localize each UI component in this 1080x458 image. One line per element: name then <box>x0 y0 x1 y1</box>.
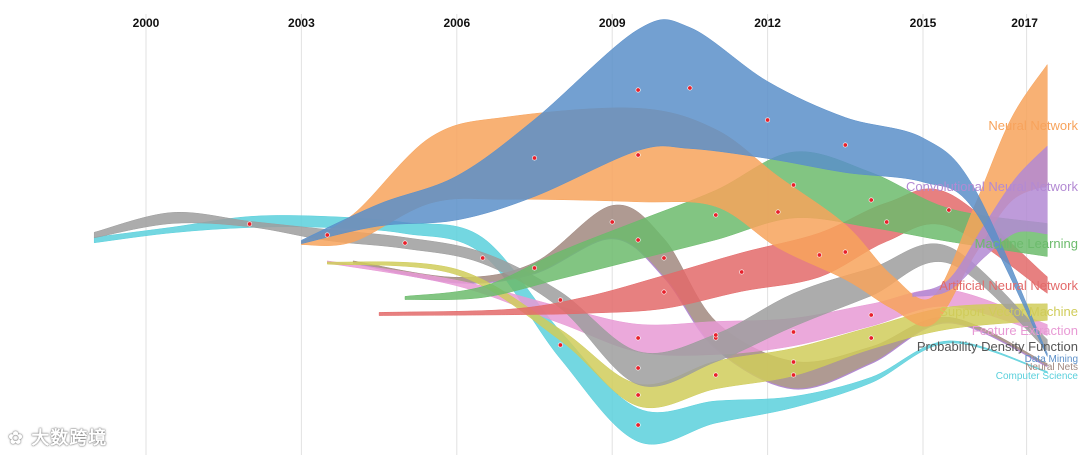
event-marker-computer-science[interactable] <box>635 422 641 428</box>
series-label-neural-network: Neural Network <box>988 118 1078 133</box>
series-label-probability-density-function: Probability Density Function <box>917 339 1078 354</box>
event-marker-support-vector-machine[interactable] <box>635 392 641 398</box>
event-marker-neural-network[interactable] <box>635 152 641 158</box>
series-label-convolutional-neural-network: Convolutional Neural Network <box>906 179 1078 194</box>
event-marker-probability-density-function[interactable] <box>635 365 641 371</box>
event-marker-probability-density-function[interactable] <box>402 240 408 246</box>
event-marker-probability-density-function[interactable] <box>324 232 330 238</box>
event-marker-probability-density-function[interactable] <box>247 221 253 227</box>
event-marker-support-vector-machine[interactable] <box>868 335 874 341</box>
event-marker-machine-learning[interactable] <box>790 182 796 188</box>
stream-computer-science[interactable] <box>93 215 1048 445</box>
stream-convolutional-neural-network[interactable] <box>912 145 1048 297</box>
event-marker-feature-extraction[interactable] <box>790 329 796 335</box>
event-marker-neural-nets[interactable] <box>531 265 537 271</box>
event-marker-feature-extraction[interactable] <box>868 312 874 318</box>
event-marker-artificial-neural-network[interactable] <box>884 219 890 225</box>
event-marker-neural-network[interactable] <box>842 249 848 255</box>
event-marker-data-mining[interactable] <box>635 87 641 93</box>
stream-support-vector-machine[interactable] <box>327 261 1048 409</box>
event-marker-artificial-neural-network[interactable] <box>739 269 745 275</box>
event-marker-probability-density-function[interactable] <box>557 297 563 303</box>
event-marker-neural-nets[interactable] <box>790 372 796 378</box>
event-marker-neural-nets[interactable] <box>609 219 615 225</box>
series-label-data-mining: Data Mining <box>1025 354 1078 365</box>
event-marker-machine-learning[interactable] <box>868 197 874 203</box>
watermark-logo-icon: ✿ <box>8 428 25 449</box>
event-marker-data-mining[interactable] <box>531 155 537 161</box>
series-label-support-vector-machine: Support Vector Machine <box>939 304 1078 319</box>
event-marker-support-vector-machine[interactable] <box>790 359 796 365</box>
event-marker-machine-learning[interactable] <box>713 212 719 218</box>
x-tick-label-2006: 2006 <box>443 16 470 30</box>
x-tick-label-2012: 2012 <box>754 16 781 30</box>
x-tick-label-2000: 2000 <box>133 16 160 30</box>
event-marker-neural-network[interactable] <box>775 209 781 215</box>
event-marker-artificial-neural-network[interactable] <box>946 207 952 213</box>
stream-probability-density-function[interactable] <box>93 211 1048 387</box>
x-tick-label-2017: 2017 <box>1011 16 1038 30</box>
series-label-artificial-neural-network: Artificial Neural Network <box>939 278 1078 293</box>
event-marker-computer-science[interactable] <box>557 342 563 348</box>
event-marker-artificial-neural-network[interactable] <box>661 289 667 295</box>
event-marker-support-vector-machine[interactable] <box>713 372 719 378</box>
x-tick-label-2015: 2015 <box>910 16 937 30</box>
event-marker-feature-extraction[interactable] <box>635 335 641 341</box>
series-label-computer-science: Computer Science <box>996 371 1079 382</box>
watermark-text: 大数跨境 <box>31 428 108 449</box>
watermark: ✿ 大数跨境 <box>8 424 107 450</box>
event-marker-data-mining[interactable] <box>842 142 848 148</box>
series-label-machine-learning: Machine Learning <box>975 236 1078 251</box>
stream-data-mining[interactable] <box>301 19 1048 357</box>
x-tick-label-2009: 2009 <box>599 16 626 30</box>
event-marker-neural-nets[interactable] <box>661 255 667 261</box>
event-marker-neural-nets[interactable] <box>713 332 719 338</box>
x-tick-label-2003: 2003 <box>288 16 315 30</box>
event-marker-data-mining[interactable] <box>765 117 771 123</box>
series-label-feature-extraction: Feature Extraction <box>972 323 1078 338</box>
event-marker-artificial-neural-network[interactable] <box>816 252 822 258</box>
event-marker-probability-density-function[interactable] <box>480 255 486 261</box>
event-marker-data-mining[interactable] <box>687 85 693 91</box>
event-marker-machine-learning[interactable] <box>635 237 641 243</box>
series-label-neural-nets: Neural Nets <box>1025 362 1078 373</box>
